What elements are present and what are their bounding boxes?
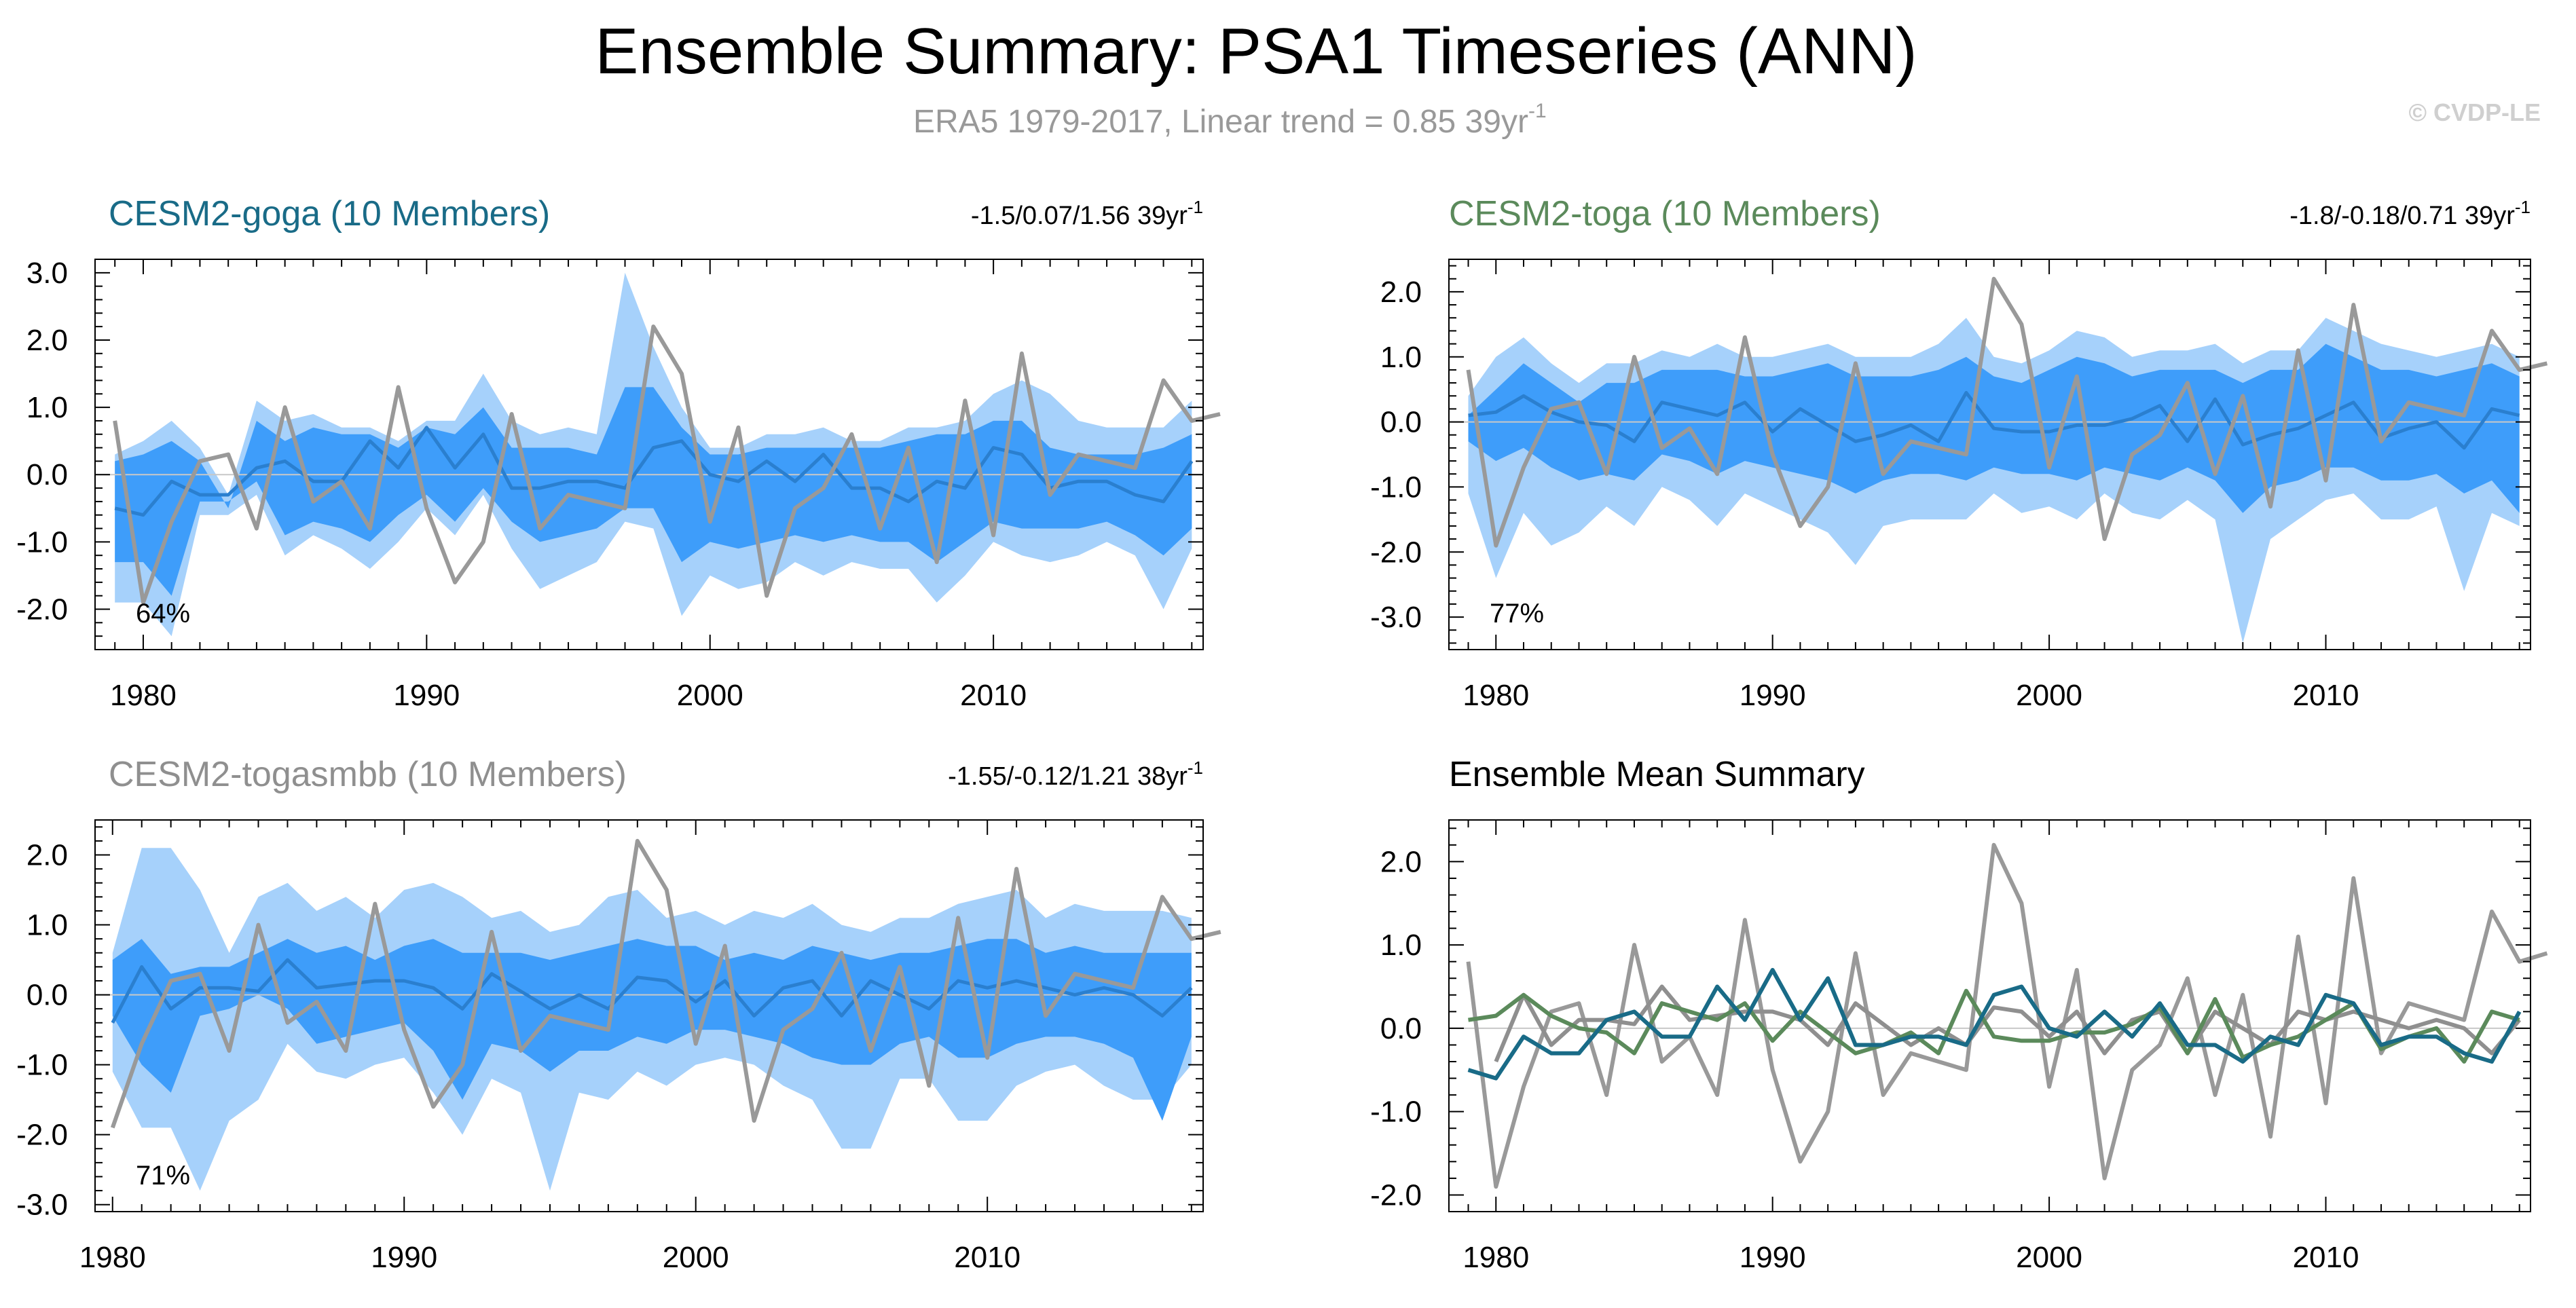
x-tick-label: 1980 [1462,1241,1529,1274]
y-tick-label: 0.0 [1380,406,1422,439]
y-tick-label: -3.0 [16,1189,68,1222]
x-tick-label: 1980 [110,679,177,712]
y-tick-label: 3.0 [26,257,68,290]
x-tick-label: 2010 [954,1241,1020,1274]
y-tick-label: 0.0 [1380,1012,1422,1045]
x-tick-label: 1980 [79,1241,146,1274]
ensemble-mean-line [114,426,1194,517]
observed-line [113,324,1221,605]
ensemble-mean-line [111,958,1193,1024]
observed-line [110,838,1221,1129]
subtitle-main: ERA5 1979-2017, Linear trend = 0.85 39yr [913,104,1528,140]
x-tick-label: 1990 [1740,1241,1806,1274]
y-tick-label: -1.0 [16,1049,68,1082]
percent-label: 71% [136,1161,190,1191]
panel-goga: 3.0 2.0 1.0 0.0 -1.0 -2.0 1980 1990 2000 2010 CESM… [16,194,1221,712]
x-tick-label: 2010 [2293,1241,2359,1274]
x-tick-label: 2000 [2016,679,2082,712]
ensemble-mean-line [1468,391,2520,450]
y-tick-label: -3.0 [1370,601,1422,634]
plot-frame [1448,819,2531,1212]
y-tick-label: 1.0 [26,391,68,424]
y-tick-label: -1.0 [1370,1096,1422,1129]
y-tick-label: -2.0 [16,1119,68,1152]
summary-series-line-2 [1468,988,2520,1064]
x-tick-label: 1990 [393,679,460,712]
y-tick-label: 0.0 [26,979,68,1012]
spread-band-inner [112,939,1192,1121]
x-tick-label: 1990 [371,1241,437,1274]
percent-label: 77% [1490,599,1544,629]
trend-label: -1.55/-0.12/1.21 38yr-1 [948,758,1203,791]
x-tick-label: 2010 [2293,679,2359,712]
panel-toga: 2.0 1.0 0.0 -1.0 -2.0 -3.0 1980 1990 2000 2010 CES… [1370,194,2548,712]
panel-ensemble_mean_summary: 2.0 1.0 0.0 -1.0 -2.0 1980 1990 2000 2010 Ensembl… [1370,755,2548,1274]
trend-label: -1.8/-0.18/0.71 39yr-1 [2289,197,2531,230]
panel-togasmbb: 2.0 1.0 0.0 -1.0 -2.0 -3.0 1980 1990 2000 2010 CES… [16,755,1221,1274]
x-tick-label: 1980 [1462,679,1529,712]
summary-series-line-0 [1466,842,2548,1189]
y-tick-label: 1.0 [26,909,68,942]
y-tick-label: -2.0 [1370,536,1422,569]
figure-title: Ensemble Summary: PSA1 Timeseries (ANN) [595,15,1917,88]
percent-label: 64% [136,599,190,629]
y-tick-label: -2.0 [1370,1178,1422,1212]
y-tick-label: 1.0 [1380,341,1422,374]
x-tick-label: 1990 [1740,679,1806,712]
panel-title: CESM2-togasmbb (10 Members) [109,755,627,794]
x-tick-label: 2000 [677,679,743,712]
plot-frame [94,259,1204,650]
y-tick-label: 0.0 [26,458,68,491]
y-tick-label: 2.0 [26,839,68,872]
x-tick-label: 2000 [663,1241,729,1274]
panel-title: CESM2-toga (10 Members) [1449,194,1881,233]
figure-subtitle: ERA5 1979-2017, Linear trend = 0.85 39yr… [913,100,1547,140]
y-tick-label: 2.0 [1380,276,1422,309]
x-tick-label: 2010 [960,679,1027,712]
plot-frame [1448,259,2531,650]
y-tick-label: 1.0 [1380,929,1422,962]
plot-frame [94,819,1204,1212]
spread-band-inner [115,387,1192,596]
panel-title: Ensemble Mean Summary [1449,755,1865,794]
y-tick-label: 2.0 [1380,845,1422,878]
watermark-label: © CVDP-LE [2408,98,2541,126]
observed-line [1466,276,2548,548]
panel-title: CESM2-goga (10 Members) [109,194,550,233]
y-tick-label: 2.0 [26,324,68,357]
summary-series-line-3 [1467,968,2522,1081]
summary-series-line-1 [1494,984,2522,1063]
subtitle-superscript: -1 [1528,100,1547,122]
y-tick-label: -2.0 [16,593,68,627]
y-tick-label: -1.0 [1370,470,1422,504]
panels-container: 3.0 2.0 1.0 0.0 -1.0 -2.0 1980 1990 2000 2010 CESM… [16,194,2548,1274]
y-tick-label: -1.0 [16,525,68,559]
x-tick-label: 2000 [2016,1241,2082,1274]
trend-label: -1.5/0.07/1.56 39yr-1 [971,197,1203,230]
